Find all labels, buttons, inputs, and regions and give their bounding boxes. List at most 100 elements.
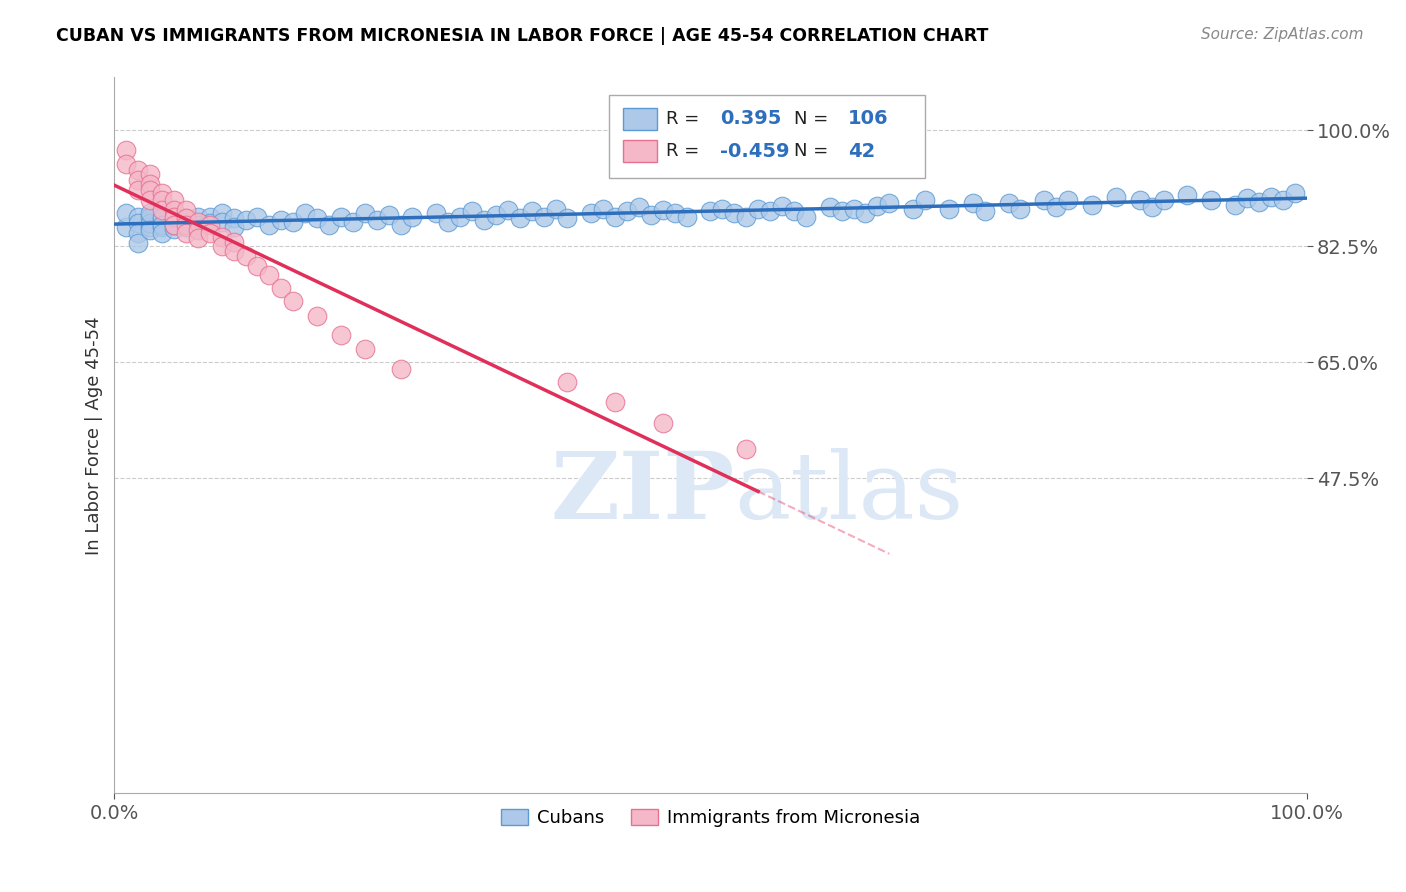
Point — [174, 211, 197, 225]
Point — [770, 199, 793, 213]
Point — [163, 193, 186, 207]
Point — [174, 211, 197, 225]
FancyBboxPatch shape — [609, 95, 925, 178]
Point — [174, 218, 197, 232]
Point — [127, 183, 149, 197]
Point — [377, 208, 399, 222]
Point — [1129, 193, 1152, 207]
Point — [389, 218, 412, 232]
Point — [259, 268, 281, 282]
Point — [1271, 193, 1294, 207]
Text: 106: 106 — [848, 110, 889, 128]
Point — [187, 231, 209, 245]
Point — [603, 395, 626, 409]
Point — [270, 281, 292, 295]
Point — [866, 199, 889, 213]
Point — [557, 211, 579, 225]
Point — [603, 210, 626, 224]
Text: CUBAN VS IMMIGRANTS FROM MICRONESIA IN LABOR FORCE | AGE 45-54 CORRELATION CHART: CUBAN VS IMMIGRANTS FROM MICRONESIA IN L… — [56, 27, 988, 45]
Point — [544, 202, 567, 216]
Point — [616, 204, 638, 219]
Point — [389, 362, 412, 376]
Point — [1223, 197, 1246, 211]
Point — [1236, 191, 1258, 205]
Point — [366, 213, 388, 227]
Point — [174, 215, 197, 229]
Point — [150, 219, 173, 234]
Point — [1045, 200, 1067, 214]
Point — [174, 202, 197, 217]
Point — [198, 210, 221, 224]
Text: 0.395: 0.395 — [720, 110, 782, 128]
Legend: Cubans, Immigrants from Micronesia: Cubans, Immigrants from Micronesia — [494, 802, 928, 834]
Text: N =: N = — [794, 110, 828, 128]
Point — [150, 213, 173, 227]
Point — [127, 173, 149, 187]
Point — [855, 206, 877, 220]
Point — [283, 215, 305, 229]
Point — [699, 204, 721, 219]
Point — [1081, 197, 1104, 211]
Point — [150, 202, 173, 217]
Point — [246, 260, 269, 274]
Point — [1105, 190, 1128, 204]
Point — [401, 210, 423, 224]
Point — [1057, 193, 1080, 207]
Point — [150, 226, 173, 240]
Point — [651, 202, 673, 217]
Point — [283, 294, 305, 309]
Point — [962, 196, 984, 211]
Text: 42: 42 — [848, 142, 875, 161]
Text: R =: R = — [666, 110, 700, 128]
Point — [163, 218, 186, 232]
Point — [735, 442, 758, 456]
Point — [437, 215, 460, 229]
Point — [163, 210, 186, 224]
Point — [139, 206, 162, 220]
Point — [139, 183, 162, 197]
Point — [222, 219, 245, 234]
Text: -0.459: -0.459 — [720, 142, 790, 161]
Point — [449, 210, 471, 224]
Point — [1260, 190, 1282, 204]
FancyBboxPatch shape — [623, 108, 657, 129]
Point — [353, 205, 375, 219]
Point — [163, 210, 186, 224]
Point — [342, 215, 364, 229]
Point — [747, 202, 769, 216]
Point — [353, 343, 375, 357]
Point — [187, 223, 209, 237]
Point — [139, 216, 162, 230]
Point — [163, 215, 186, 229]
Point — [1199, 193, 1222, 207]
Point — [307, 309, 329, 323]
Point — [1153, 193, 1175, 207]
Point — [1010, 202, 1032, 216]
Point — [1033, 193, 1056, 207]
Point — [211, 239, 233, 253]
Point — [139, 219, 162, 234]
Point — [198, 218, 221, 232]
Point — [115, 219, 138, 234]
Point — [127, 216, 149, 230]
Point — [509, 211, 531, 225]
Point — [627, 200, 650, 214]
Point — [307, 211, 329, 225]
Point — [879, 196, 901, 211]
Point — [163, 218, 186, 232]
Point — [472, 213, 495, 227]
Point — [592, 202, 614, 216]
Point — [270, 213, 292, 227]
Point — [139, 210, 162, 224]
Point — [831, 204, 853, 219]
Point — [187, 210, 209, 224]
Point — [711, 202, 734, 216]
Point — [163, 202, 186, 217]
Point — [557, 376, 579, 390]
Point — [329, 210, 352, 224]
Point — [150, 186, 173, 201]
Point — [259, 218, 281, 232]
Y-axis label: In Labor Force | Age 45-54: In Labor Force | Age 45-54 — [86, 316, 103, 555]
Point — [723, 206, 745, 220]
Point — [127, 210, 149, 224]
